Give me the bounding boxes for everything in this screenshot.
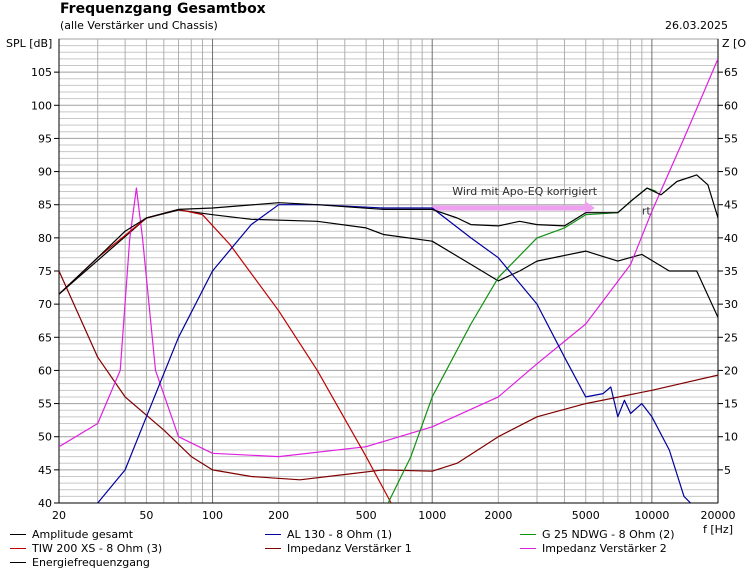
annotation-text: Wird mit Apo-EQ korrigiert: [452, 185, 598, 198]
y-tick-label: 75: [38, 265, 52, 278]
annotation-text: rt: [642, 205, 652, 218]
x-axis-label: f [Hz]: [703, 523, 733, 536]
x-tick-label: 5000: [572, 509, 600, 522]
x-tick-label: 10000: [634, 509, 669, 522]
legend-item: G 25 NDWG - 8 Ohm (2): [520, 528, 675, 541]
y-tick-label: 45: [38, 464, 52, 477]
y-tick-label: 85: [38, 199, 52, 212]
y2-tick-label: 5: [724, 464, 731, 477]
legend-swatch: [520, 548, 536, 549]
y2-tick-label: 65: [724, 66, 738, 79]
y2-tick-label: 50: [724, 166, 738, 179]
series-line-impedanz-verst-rker-2: [59, 58, 718, 458]
y2-axis-label: Z [O: [722, 37, 746, 50]
legend-swatch: [265, 534, 281, 535]
y-tick-label: 55: [38, 398, 52, 411]
legend-item: Energiefrequenzgang: [10, 556, 150, 569]
legend-label: Impedanz Verstärker 1: [287, 542, 412, 555]
y2-tick-label: 45: [724, 199, 738, 212]
y2-tick-label: 10: [724, 431, 738, 444]
legend-swatch: [10, 562, 26, 563]
legend-label: Impedanz Verstärker 2: [542, 542, 667, 555]
x-tick-label: 100: [202, 509, 223, 522]
series-line-impedanz-verst-rker-1: [59, 270, 718, 481]
x-tick-label: 2000: [484, 509, 512, 522]
y-tick-label: 105: [31, 66, 52, 79]
y2-tick-label: 35: [724, 265, 738, 278]
chart-title: Frequenzgang Gesamtbox: [60, 1, 266, 17]
y2-tick-label: 20: [724, 364, 738, 377]
y-tick-label: 100: [31, 99, 52, 112]
legend-swatch: [520, 534, 536, 535]
y-tick-label: 80: [38, 232, 52, 245]
series-line-tiw-200-xs-8-ohm-3-: [59, 208, 392, 503]
y-tick-label: 95: [38, 132, 52, 145]
x-tick-label: 20: [52, 509, 66, 522]
legend-swatch: [10, 548, 26, 549]
x-tick-label: 200: [268, 509, 289, 522]
y2-tick-label: 55: [724, 132, 738, 145]
y-tick-label: 90: [38, 166, 52, 179]
legend-item: Impedanz Verstärker 1: [265, 542, 412, 555]
y2-tick-label: 60: [724, 99, 738, 112]
series-line-amplitude-gesamt: [59, 174, 718, 295]
x-tick-label: 50: [139, 509, 153, 522]
legend-item: TIW 200 XS - 8 Ohm (3): [10, 542, 162, 555]
y2-tick-label: 25: [724, 331, 738, 344]
chart-date: 26.03.2025: [665, 19, 728, 32]
x-tick-label: 20000: [701, 509, 736, 522]
series-line-energiefrequenzgang: [59, 209, 718, 318]
legend-swatch: [265, 548, 281, 549]
legend-label: Amplitude gesamt: [32, 528, 134, 541]
y-axis-label: SPL [dB]: [6, 37, 53, 50]
legend-swatch: [10, 534, 26, 535]
legend-label: Energiefrequenzgang: [32, 556, 150, 569]
legend-item: Amplitude gesamt: [10, 528, 133, 541]
y-tick-label: 40: [38, 497, 52, 510]
legend-item: Impedanz Verstärker 2: [520, 542, 667, 555]
legend-label: G 25 NDWG - 8 Ohm (2): [542, 528, 675, 541]
series-line-al-130-8-ohm-1-: [97, 204, 692, 503]
y2-tick-label: 15: [724, 398, 738, 411]
y-tick-label: 65: [38, 331, 52, 344]
x-tick-label: 500: [356, 509, 377, 522]
y-tick-label: 70: [38, 298, 52, 311]
y2-tick-label: 30: [724, 298, 738, 311]
chart-subtitle: (alle Verstärker und Chassis): [60, 19, 218, 32]
y2-tick-label: 40: [724, 232, 738, 245]
y-tick-label: 60: [38, 364, 52, 377]
annotation-arrowhead: [584, 201, 595, 216]
y-tick-label: 50: [38, 431, 52, 444]
legend-item: AL 130 - 8 Ohm (1): [265, 528, 392, 541]
x-tick-label: 1000: [418, 509, 446, 522]
legend-label: TIW 200 XS - 8 Ohm (3): [32, 542, 163, 555]
legend-label: AL 130 - 8 Ohm (1): [287, 528, 393, 541]
